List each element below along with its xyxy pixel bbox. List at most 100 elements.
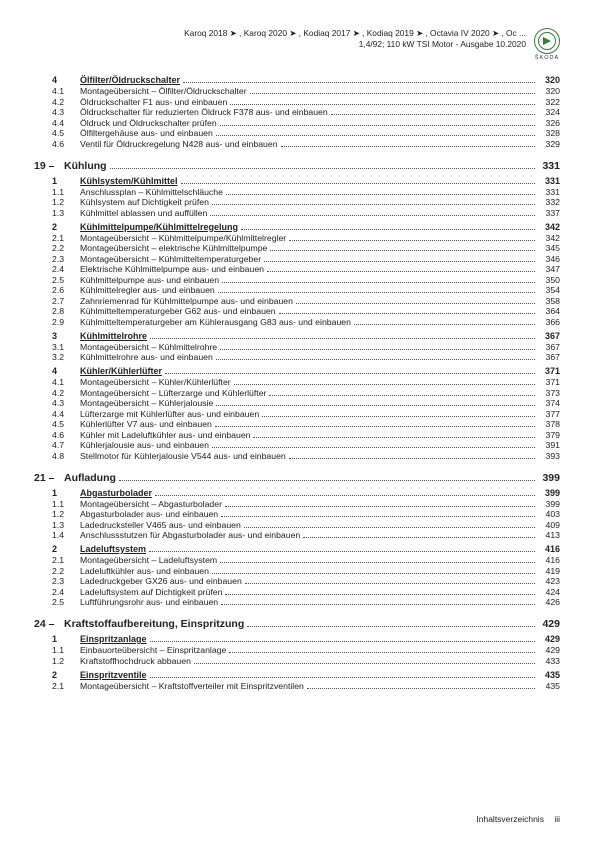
- toc-section: 2Einspritzventile435: [52, 670, 560, 680]
- header-line1: Karoq 2018 ➤ , Karoq 2020 ➤ , Kodiaq 201…: [184, 28, 526, 39]
- toc-dots: [267, 271, 535, 272]
- toc-label: Montageübersicht – Kühlmittelpumpe/Kühlm…: [80, 233, 286, 243]
- toc-sub: 2.3Montageübersicht – Kühlmitteltemperat…: [52, 254, 560, 264]
- toc-page: 367: [538, 342, 560, 352]
- toc-label: Kraftstoffaufbereitung, Einspritzung: [64, 618, 244, 630]
- toc-label: Kühlmittelpumpe/Kühlmittelregelung: [80, 222, 238, 232]
- toc-label: Kühlmittel ablassen und auffüllen: [80, 208, 207, 218]
- toc-label: Kühlsystem/Kühlmittel: [80, 176, 178, 186]
- toc-num: 21 –: [34, 472, 64, 484]
- toc-num: 2.4: [52, 264, 80, 274]
- toc-num: 2.5: [52, 275, 80, 285]
- toc-num: 3.1: [52, 342, 80, 352]
- toc-dots: [216, 405, 535, 406]
- toc-sub: 2.4Elektrische Kühlmittelpumpe aus- und …: [52, 264, 560, 274]
- toc-label: Kühlerjalousie aus- und einbauen: [80, 440, 209, 450]
- toc-label: Kühlmittelrohre: [80, 331, 147, 341]
- toc-sub: 1.2Abgasturbolader aus- und einbauen403: [52, 509, 560, 519]
- toc-page: 429: [538, 618, 560, 630]
- toc-page: 367: [538, 352, 560, 362]
- toc-dots: [212, 447, 535, 448]
- toc-page: 378: [538, 419, 560, 429]
- toc-num: 4.1: [52, 86, 80, 96]
- toc-page: 399: [538, 499, 560, 509]
- toc-label: Einbauorteübersicht – Einspritzanlage: [80, 645, 226, 655]
- toc-num: 4.1: [52, 377, 80, 387]
- toc-label: Ölfiltergehäuse aus- und einbauen: [80, 128, 213, 138]
- toc-label: Ölfilter/Öldruckschalter: [80, 75, 180, 85]
- toc-dots: [225, 594, 535, 595]
- toc-sub: 4.7Kühlerjalousie aus- und einbauen391: [52, 440, 560, 450]
- brand-label: ŠKODA: [534, 55, 560, 61]
- toc-num: 4.3: [52, 398, 80, 408]
- toc-label: Kühler mit Ladeluftkühler aus- und einba…: [80, 430, 250, 440]
- toc-num: 2: [52, 222, 80, 232]
- toc-chapter: 21 –Aufladung399: [34, 472, 560, 484]
- toc-page: 399: [538, 472, 560, 484]
- toc-dots: [194, 663, 535, 664]
- toc-dots: [331, 114, 535, 115]
- toc-dots: [220, 562, 535, 563]
- toc-num: 1: [52, 176, 80, 186]
- toc-num: 4.4: [52, 118, 80, 128]
- toc-page: 347: [538, 264, 560, 274]
- toc-label: Anschlussstutzen für Abgasturbolader aus…: [80, 530, 300, 540]
- toc-page: 374: [538, 398, 560, 408]
- toc-label: Ventil für Öldruckregelung N428 aus- und…: [80, 139, 278, 149]
- toc-dots: [289, 458, 535, 459]
- toc-label: Kühlmittelrohre aus- und einbauen: [80, 352, 213, 362]
- toc-num: 1.3: [52, 208, 80, 218]
- toc-page: 331: [538, 160, 560, 172]
- toc-dots: [181, 183, 535, 184]
- toc-chapter: 19 –Kühlung331: [34, 160, 560, 172]
- toc-section: 1Kühlsystem/Kühlmittel331: [52, 176, 560, 186]
- toc-page: 379: [538, 430, 560, 440]
- toc-label: Montageübersicht – Kühlmitteltemperaturg…: [80, 254, 261, 264]
- toc-page: 433: [538, 656, 560, 666]
- toc-dots: [307, 688, 535, 689]
- toc-page: 371: [538, 377, 560, 387]
- toc-label: Montageübersicht – Kühlmittelrohre: [80, 342, 217, 352]
- toc-num: 2.5: [52, 597, 80, 607]
- toc-sub: 4.4Lüfterzarge mit Kühlerlüfter aus- und…: [52, 409, 560, 419]
- toc-dots: [149, 551, 535, 552]
- toc-dots: [222, 282, 535, 283]
- toc-page: 345: [538, 243, 560, 253]
- toc-dots: [230, 104, 535, 105]
- toc-num: 2.3: [52, 576, 80, 586]
- toc-num: 2.2: [52, 243, 80, 253]
- toc-chapter: 24 –Kraftstoffaufbereitung, Einspritzung…: [34, 618, 560, 630]
- toc-page: 342: [538, 222, 560, 232]
- toc-section: 4Kühler/Kühlerlüfter371: [52, 366, 560, 376]
- toc-num: 1.2: [52, 197, 80, 207]
- toc-label: Lüfterzarge mit Kühlerlüfter aus- und ei…: [80, 409, 259, 419]
- toc-num: 2.7: [52, 296, 80, 306]
- toc-num: 3.2: [52, 352, 80, 362]
- toc-sub: 4.2Öldruckschalter F1 aus- und einbauen3…: [52, 97, 560, 107]
- toc-sub: 2.4Ladeluftsystem auf Dichtigkeit prüfen…: [52, 587, 560, 597]
- toc-dots: [155, 495, 535, 496]
- toc-label: Anschlussplan – Kühlmittelschläuche: [80, 187, 223, 197]
- toc-dots: [296, 303, 535, 304]
- toc-dots: [279, 313, 535, 314]
- toc-sub: 1.1Anschlussplan – Kühlmittelschläuche33…: [52, 187, 560, 197]
- toc-dots: [165, 373, 535, 374]
- toc-num: 4.3: [52, 107, 80, 117]
- toc-num: 2.1: [52, 233, 80, 243]
- toc-page: 429: [538, 645, 560, 655]
- toc-dots: [221, 604, 535, 605]
- toc-section: 1Abgasturbolader399: [52, 488, 560, 498]
- toc-page: 424: [538, 587, 560, 597]
- toc-num: 1.1: [52, 187, 80, 197]
- toc-section: 1Einspritzanlage429: [52, 634, 560, 644]
- toc-sub: 4.5Kühlerlüfter V7 aus- und einbauen378: [52, 419, 560, 429]
- toc-label: Einspritzanlage: [80, 634, 147, 644]
- toc-num: 2.8: [52, 306, 80, 316]
- toc-dots: [210, 215, 535, 216]
- toc-num: 1: [52, 488, 80, 498]
- toc-num: 2.1: [52, 681, 80, 691]
- toc-page: 371: [538, 366, 560, 376]
- toc-label: Öldruckschalter F1 aus- und einbauen: [80, 97, 227, 107]
- toc-label: Ladedrucksteller V465 aus- und einbauen: [80, 520, 241, 530]
- toc-dots: [244, 527, 535, 528]
